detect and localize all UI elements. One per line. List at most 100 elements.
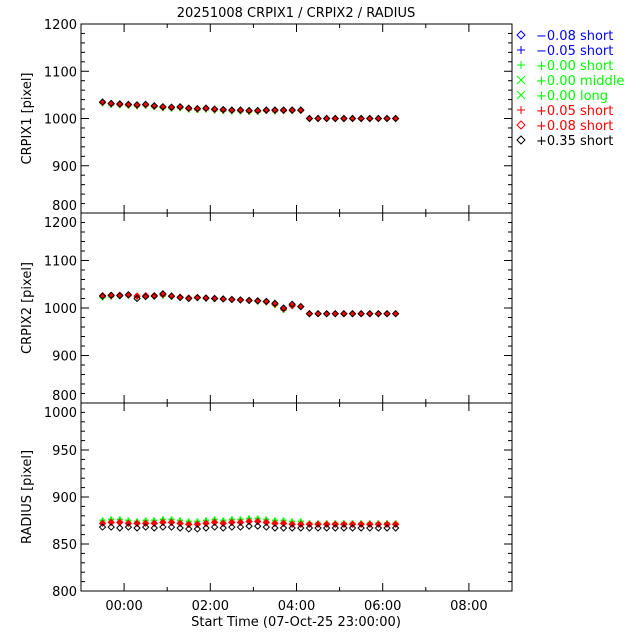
data-point [297,524,305,532]
data-point [279,106,288,114]
legend-label: +0.08 short [536,119,613,134]
data-point [176,102,184,111]
y-tick-label: 800 [52,389,77,404]
data-point [150,519,158,528]
data-point [271,299,279,307]
data-point [357,114,365,123]
data-point [331,520,339,528]
data-point [374,524,383,532]
data-point [193,104,202,113]
data-point [331,114,339,123]
data-point [141,523,150,531]
data-point [159,102,167,111]
data-point [159,290,167,298]
legend-label: +0.35 short [536,134,613,149]
x-tick-label: 08:00 [450,599,487,614]
legend-label: +0.00 middle [536,74,624,89]
data-point [391,309,400,318]
data-point [210,105,219,113]
data-point [176,524,184,532]
legend-label: +0.00 long [536,89,608,104]
data-point [271,524,279,532]
data-point [202,524,210,532]
data-point [219,105,227,114]
plot-frame [80,402,513,592]
panel-2: 800 900 1000 1100 1200 CRPIX2 [pixel] [20,212,513,404]
cross-icon [516,90,526,100]
data-point [254,106,262,115]
data-point [124,100,133,109]
data-point [262,523,271,531]
data-point [141,519,150,528]
y-tick-label: 1100 [44,65,77,80]
y-tick-label: 1000 [44,113,77,128]
data-point [124,519,133,528]
data-point [167,518,176,527]
data-point [340,309,348,318]
data-point [366,524,374,532]
diamond-icon [516,135,526,145]
legend-diamond-icon [516,120,526,130]
data-point [383,309,391,318]
data-point [305,114,314,123]
data-point [236,296,245,304]
data-point [357,524,365,532]
data-point [357,309,365,318]
data-point [245,106,253,115]
data-point [331,309,339,318]
data-point [279,524,288,532]
data-point [331,524,339,532]
data-point [193,520,202,528]
data-point [322,524,331,532]
y-tick-label: 1000 [44,302,77,317]
y-tick-label: 1100 [44,255,77,270]
data-point [340,309,348,318]
data-point [322,114,331,123]
series-red [98,517,400,528]
data-point [374,309,383,318]
data-point [366,520,374,528]
data-point [314,524,322,532]
data-point [288,520,296,528]
data-point [133,519,141,528]
data-point [391,520,400,528]
y-axis-label: CRPIX1 [pixel] [20,72,35,164]
data-point [322,309,331,318]
data-point [366,309,374,318]
data-point [262,297,271,306]
data-point [383,114,391,123]
data-point [391,114,400,123]
data-point [340,114,348,123]
data-point [314,114,322,123]
data-point [262,518,271,527]
data-point [202,294,210,302]
data-point [116,524,124,532]
data-point [305,309,314,318]
y-tick-label: 900 [52,350,77,365]
data-point [305,309,314,318]
data-point [271,519,279,528]
data-point [98,519,107,528]
data-point [331,114,339,123]
legend-label: −0.05 short [536,44,613,59]
data-point [141,292,150,301]
data-point [245,522,253,530]
data-point [150,102,158,110]
diamond-icon [516,120,526,130]
plot-frame [80,23,513,214]
data-point [219,295,227,303]
data-point [185,520,193,528]
data-point [236,523,245,531]
data-point [279,305,288,313]
data-point [210,518,219,527]
data-point [357,520,365,528]
data-point [185,525,193,533]
data-point [297,106,305,114]
legend-label: −0.08 short [536,29,613,44]
data-point [348,520,357,528]
data-point [297,302,305,311]
data-point [314,114,322,123]
y-tick-label: 950 [52,444,77,459]
data-point [245,296,253,305]
